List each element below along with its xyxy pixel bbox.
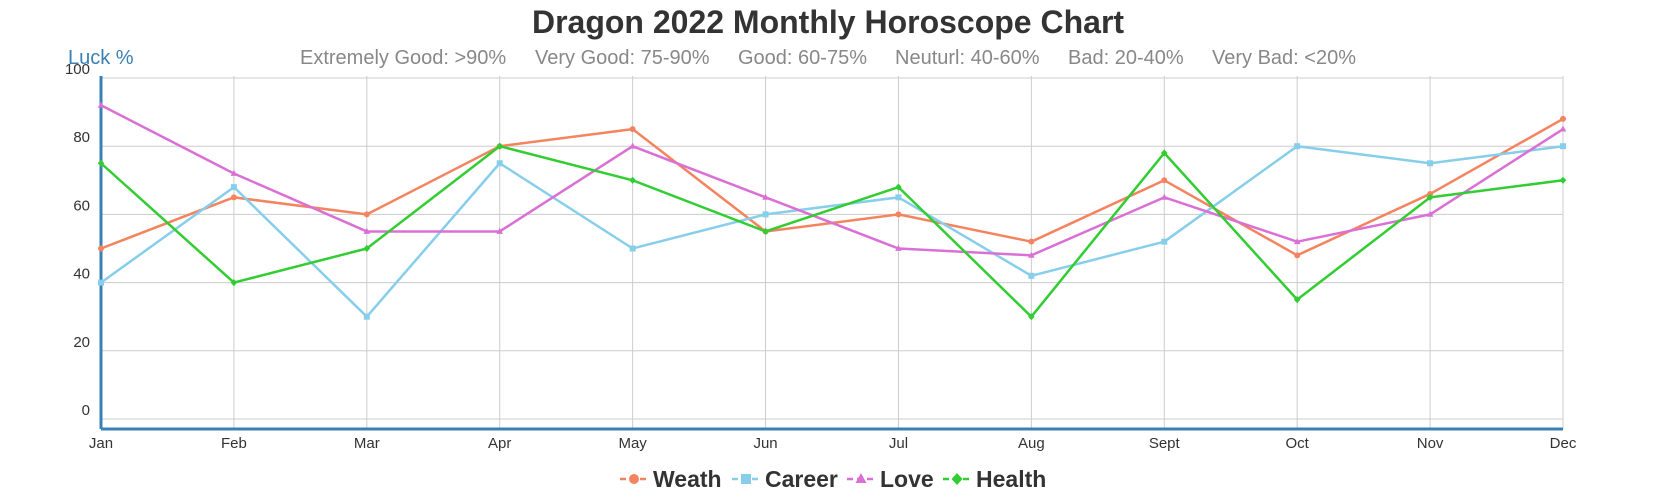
data-point: [895, 183, 902, 191]
data-point: [1559, 125, 1567, 132]
scale-label: Bad: 20-40%: [1068, 47, 1184, 69]
scale-label: Very Bad: <20%: [1212, 47, 1356, 69]
y-tick-label: 100: [65, 61, 90, 78]
y-axis-label: Luck %: [68, 47, 134, 69]
y-tick-label: 0: [82, 402, 90, 419]
scale-label: Good: 60-75%: [738, 47, 867, 69]
data-point: [496, 160, 503, 167]
legend-label: Love: [880, 466, 934, 492]
x-tick-label: Aug: [1018, 435, 1045, 452]
data-point: [98, 279, 104, 286]
x-tick-label: Jan: [89, 435, 113, 452]
data-point: [97, 101, 105, 108]
scale-label: Very Good: 75-90%: [535, 47, 710, 69]
data-point: [1160, 193, 1168, 200]
data-point: [363, 313, 370, 320]
data-point: [895, 194, 902, 201]
data-point: [230, 169, 238, 176]
legend-marker: [629, 474, 639, 484]
data-point: [1028, 313, 1035, 321]
series-love: [97, 101, 1567, 258]
x-tick-label: Dec: [1550, 435, 1577, 452]
data-point: [496, 227, 504, 234]
scale-label: Neuturl: 40-60%: [895, 47, 1040, 69]
luck-scale-legend: Extremely Good: >90% Very Good: 75-90% Goo…: [300, 47, 1356, 69]
x-tick-label: Sept: [1149, 435, 1181, 452]
data-point: [1293, 238, 1301, 245]
legend-item-love: Love: [847, 466, 934, 492]
data-point: [1559, 176, 1567, 184]
data-point: [1427, 160, 1434, 167]
series-line: [100, 144, 1564, 318]
x-tick-label: Oct: [1286, 435, 1310, 452]
data-point: [1560, 143, 1566, 150]
data-point: [363, 244, 371, 253]
data-point: [629, 176, 636, 184]
data-point: [363, 227, 371, 234]
data-point: [762, 193, 769, 200]
scale-label: Extremely Good: >90%: [300, 47, 506, 69]
data-point: [1161, 238, 1168, 245]
data-point: [98, 245, 104, 252]
gridlines: [100, 76, 1564, 429]
data-point: [1293, 296, 1301, 304]
data-point: [1426, 210, 1434, 217]
series-career: [98, 143, 1566, 320]
x-tick-label: Nov: [1417, 435, 1444, 452]
data-point: [1160, 149, 1168, 157]
legend-marker: [855, 473, 867, 483]
data-point: [1161, 177, 1168, 184]
y-tick-label: 20: [73, 334, 90, 351]
axes: [99, 76, 1563, 431]
data-point: [97, 159, 105, 167]
data-point: [230, 279, 238, 287]
x-tick-label: Jul: [889, 435, 908, 452]
legend-label: Health: [976, 466, 1046, 492]
series-lines: [97, 101, 1567, 321]
y-tick-label: 40: [73, 266, 90, 283]
legend: Weath Career Love Health: [620, 466, 1046, 492]
y-tick-label: 80: [73, 129, 90, 146]
data-point: [496, 142, 504, 150]
x-tick-label: Feb: [221, 435, 247, 452]
x-tick-label: Mar: [354, 435, 380, 452]
legend-item-weath: Weath: [620, 466, 722, 492]
legend-label: Career: [765, 466, 838, 492]
legend-marker: [951, 473, 963, 485]
series-line: [100, 144, 1564, 318]
data-point: [230, 194, 237, 201]
y-tick-label: 60: [73, 197, 90, 214]
legend-item-career: Career: [732, 466, 838, 492]
legend-item-health: Health: [943, 466, 1046, 492]
legend-label: Weath: [653, 466, 722, 492]
legend-marker: [741, 474, 751, 484]
data-point: [762, 227, 769, 236]
data-point: [1028, 251, 1035, 258]
x-tick-label: Apr: [488, 435, 511, 452]
data-point: [629, 142, 636, 149]
data-point: [230, 184, 237, 191]
series-line: [100, 104, 1564, 257]
series-line: [100, 117, 1564, 257]
data-point: [1028, 238, 1035, 245]
data-point: [1426, 193, 1434, 201]
x-tick-label: Jun: [753, 435, 777, 452]
data-point: [1028, 272, 1035, 279]
data-point: [1294, 143, 1301, 150]
data-point: [762, 211, 769, 218]
x-axis-ticks: Jan Feb Mar Apr May Jun Jul Aug Sept Oct Nov Dec: [89, 435, 1577, 452]
data-point: [895, 211, 902, 218]
data-point: [629, 126, 636, 133]
data-point: [895, 244, 902, 251]
series-health: [97, 142, 1567, 321]
data-point: [1294, 252, 1301, 259]
data-point: [363, 211, 370, 218]
x-tick-label: May: [618, 435, 647, 452]
series-weath: [98, 115, 1566, 259]
chart-title: Dragon 2022 Monthly Horoscope Chart: [532, 4, 1124, 40]
data-point: [1560, 115, 1566, 122]
y-axis-ticks: 0 20 40 60 80 100: [65, 61, 90, 419]
data-point: [629, 245, 636, 252]
